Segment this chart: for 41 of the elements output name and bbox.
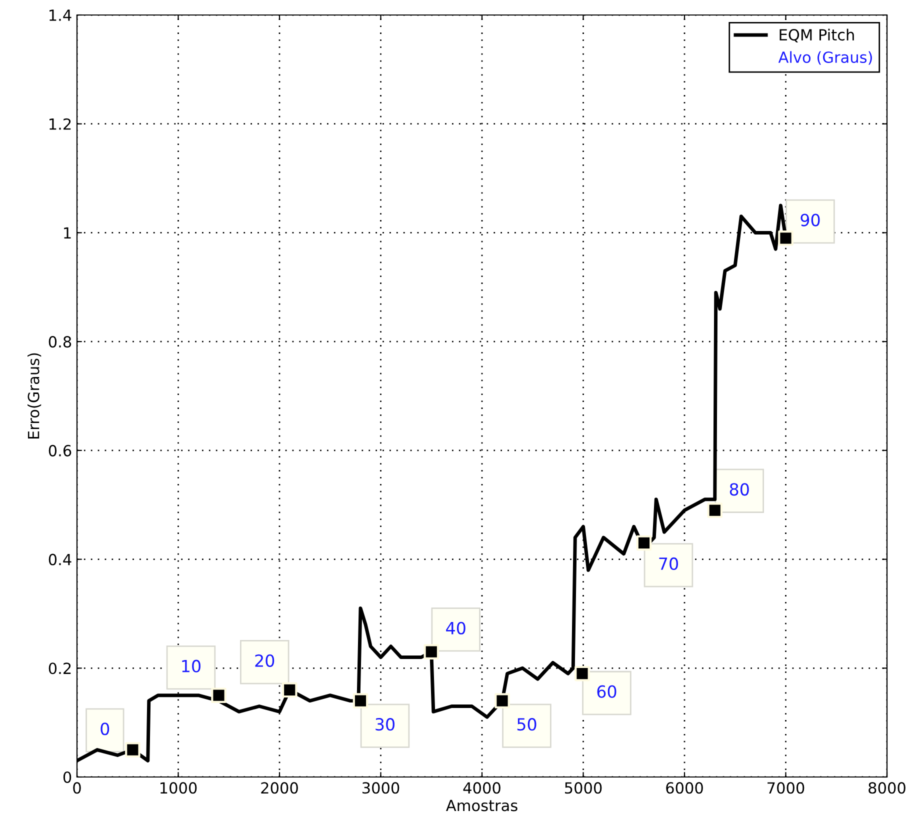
annotation: 20 [255,654,274,667]
y-tick-label: 0.8 [48,336,72,348]
point [574,666,590,682]
y-tick-label: 1.4 [50,10,72,21]
annotation: 0 [100,722,110,736]
point [424,644,440,660]
point [494,693,510,708]
text: Alvo (Graus) [778,51,872,65]
point [125,742,140,758]
y-tick-label: 1 [64,227,71,239]
annotation: 70 [659,557,678,570]
legend-label: EQM Pitch [780,28,854,42]
y-tick-label: 1.2 [50,118,71,130]
x-axis-title: Amostras [446,800,518,812]
annotation: 60 [597,685,616,698]
y-tick-label: 0.4 [48,554,72,566]
x-tick-label: 5000 [564,782,602,794]
y-axis-title: Erro(Graus) [28,353,42,438]
x-tick-label: 8000 [868,782,906,794]
point [707,502,723,518]
annotation: 50 [517,718,536,731]
x-tick-label: 2000 [261,782,298,794]
annotation: 10 [182,660,200,672]
x-tick-label: 0 [73,782,81,794]
x-tick-label: 3000 [362,782,400,794]
y-tick-label: 0 [63,771,72,784]
x-tick-label: 6000 [666,782,703,794]
x-tick-label: 1000 [160,782,197,794]
annotation: 80 [730,483,749,496]
annotation: 30 [376,718,394,731]
annotation: 40 [446,622,466,634]
point [778,230,794,246]
point [352,693,368,708]
x-tick-label: 4000 [463,782,500,794]
point [282,682,298,698]
point [211,688,226,703]
point [636,535,652,551]
x-tick-label: 7000 [768,782,804,794]
annotation: 90 [800,214,820,226]
y-tick-label: 0.2 [48,662,71,674]
y-tick-label: 0.6 [48,444,72,456]
